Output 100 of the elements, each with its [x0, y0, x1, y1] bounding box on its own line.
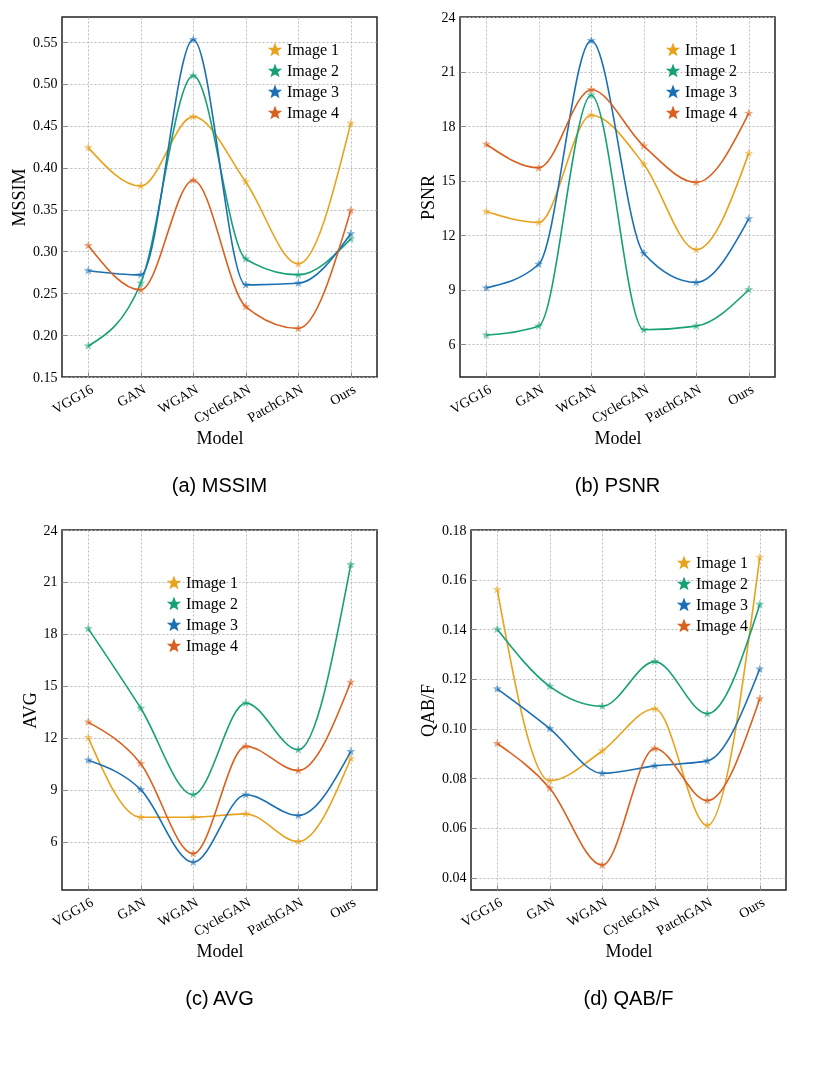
point: [293, 765, 303, 775]
point: [241, 280, 251, 289]
legend-label: Image 4: [185, 637, 238, 655]
point: [650, 743, 660, 753]
point: [586, 35, 596, 45]
point: [755, 694, 765, 703]
y-tick-label: 0.14: [442, 621, 467, 637]
legend-label: Image 3: [685, 83, 737, 101]
point: [241, 698, 251, 707]
point: [492, 584, 502, 594]
point: [293, 278, 303, 288]
legend-label: Image 3: [287, 83, 339, 101]
y-tick-label: 0.06: [442, 820, 467, 836]
x-tick-label: Ours: [725, 381, 757, 409]
point: [545, 681, 555, 691]
point: [586, 84, 596, 94]
point: [346, 234, 356, 243]
y-axis-title: QAB/F: [418, 683, 438, 738]
point: [346, 205, 356, 215]
x-axis-title: Model: [196, 428, 244, 449]
y-tick-label: 12: [43, 730, 58, 746]
y-tick-label: 0.55: [33, 34, 58, 50]
point: [586, 110, 596, 120]
x-tick-label: GAN: [512, 381, 547, 410]
legend-label: Image 3: [696, 596, 748, 614]
point: [136, 270, 146, 279]
point: [83, 240, 93, 250]
point: [83, 142, 93, 152]
point: [241, 301, 251, 311]
point: [293, 810, 303, 820]
legend-label: Image 1: [185, 574, 238, 592]
point: [702, 820, 712, 830]
point: [188, 70, 198, 80]
y-tick-label: 6: [448, 336, 456, 352]
y-tick-label: 0.16: [442, 572, 467, 588]
point: [241, 254, 251, 263]
y-tick-label: 15: [43, 678, 58, 694]
y-tick-label: 9: [448, 282, 456, 298]
y-tick-label: 18: [441, 118, 456, 134]
y-tick-label: 9: [50, 782, 58, 798]
point: [346, 229, 356, 238]
text: (b) PSNR: [574, 473, 661, 496]
point: [136, 278, 146, 288]
point: [136, 285, 146, 294]
point: [293, 836, 303, 846]
point: [241, 177, 251, 186]
y-tick-label: 0.20: [33, 327, 58, 343]
point: [136, 784, 146, 794]
legend-label: Image 2: [696, 575, 748, 593]
point: [83, 755, 93, 765]
x-tick-label: GAN: [523, 894, 558, 923]
y-tick-label: 0.18: [442, 522, 467, 538]
legend-label: Image 3: [185, 616, 238, 634]
x-tick-label: Ours: [327, 381, 359, 409]
point: [293, 745, 303, 754]
text: (c) AVG: [185, 986, 254, 1009]
point: [744, 108, 754, 118]
legend-label: Image 4: [287, 104, 339, 122]
point: [639, 248, 649, 258]
text: (d) QAB/F: [583, 986, 674, 1009]
y-tick-label: 0.30: [33, 243, 58, 259]
y-tick-label: 24: [441, 9, 456, 25]
y-axis-title: AVG: [19, 692, 40, 729]
point: [545, 783, 555, 793]
point: [241, 809, 251, 818]
y-tick-label: 21: [441, 64, 456, 80]
text: (a) MSSIM: [171, 473, 268, 496]
point: [534, 321, 544, 330]
point: [534, 163, 544, 172]
point: [481, 206, 491, 216]
point: [702, 795, 712, 805]
point: [492, 738, 502, 748]
point: [639, 324, 649, 334]
y-tick-label: 0.10: [442, 721, 467, 737]
point: [481, 283, 491, 292]
point: [534, 217, 544, 227]
point: [650, 656, 660, 666]
point: [188, 34, 198, 44]
legend-label: Image 2: [185, 595, 238, 613]
point: [691, 277, 701, 287]
point: [346, 753, 356, 763]
point: [597, 746, 607, 755]
y-tick-label: 0.08: [442, 770, 467, 786]
point: [744, 148, 754, 158]
point: [639, 141, 649, 150]
point: [83, 341, 93, 350]
point: [744, 214, 754, 223]
point: [188, 790, 198, 799]
y-tick-label: 21: [43, 574, 58, 590]
point: [755, 664, 765, 673]
point: [481, 139, 491, 149]
y-tick-label: 0.12: [442, 671, 467, 687]
point: [650, 704, 660, 713]
y-tick-label: 24: [43, 522, 58, 538]
point: [545, 776, 555, 785]
legend-label: Image 1: [696, 554, 748, 572]
x-axis-title: Model: [605, 941, 653, 962]
x-axis-title: Model: [196, 941, 244, 962]
x-tick-label: Ours: [327, 894, 359, 922]
y-axis-title: MSSIM: [9, 168, 29, 227]
